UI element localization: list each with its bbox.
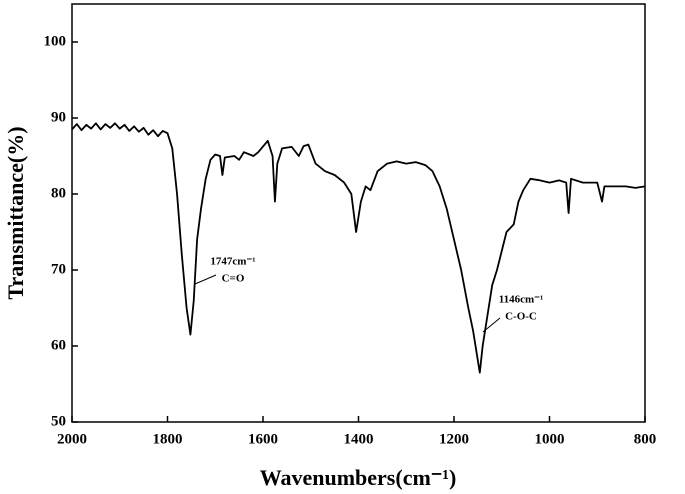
x-tick-label: 1600 [248, 431, 278, 447]
x-tick-label: 1000 [535, 431, 565, 447]
annotation-leader [194, 274, 217, 285]
y-tick-label: 60 [51, 337, 66, 353]
y-axis-label: Transmittance(%) [3, 126, 28, 299]
x-tick-label: 800 [634, 431, 657, 447]
y-tick-label: 100 [44, 33, 67, 49]
x-tick-label: 1800 [153, 431, 183, 447]
x-tick-label: 1400 [344, 431, 374, 447]
x-tick-label: 2000 [57, 431, 87, 447]
annotation-text: 1747cm⁻¹ [210, 256, 255, 268]
spectrum-line [71, 122, 646, 374]
y-tick-label: 90 [51, 109, 66, 125]
annotation-text: C-O-C [505, 311, 537, 323]
y-tick-label: 50 [51, 413, 66, 429]
x-tick-label: 1200 [439, 431, 469, 447]
annotation-text: 1146cm⁻¹ [499, 294, 544, 306]
x-axis-label: Wavenumbers(cm⁻¹) [260, 465, 457, 490]
y-tick-label: 70 [51, 261, 66, 277]
annotation-text: C=O [222, 273, 245, 285]
y-tick-label: 80 [51, 185, 66, 201]
annotation-leader [482, 317, 501, 333]
